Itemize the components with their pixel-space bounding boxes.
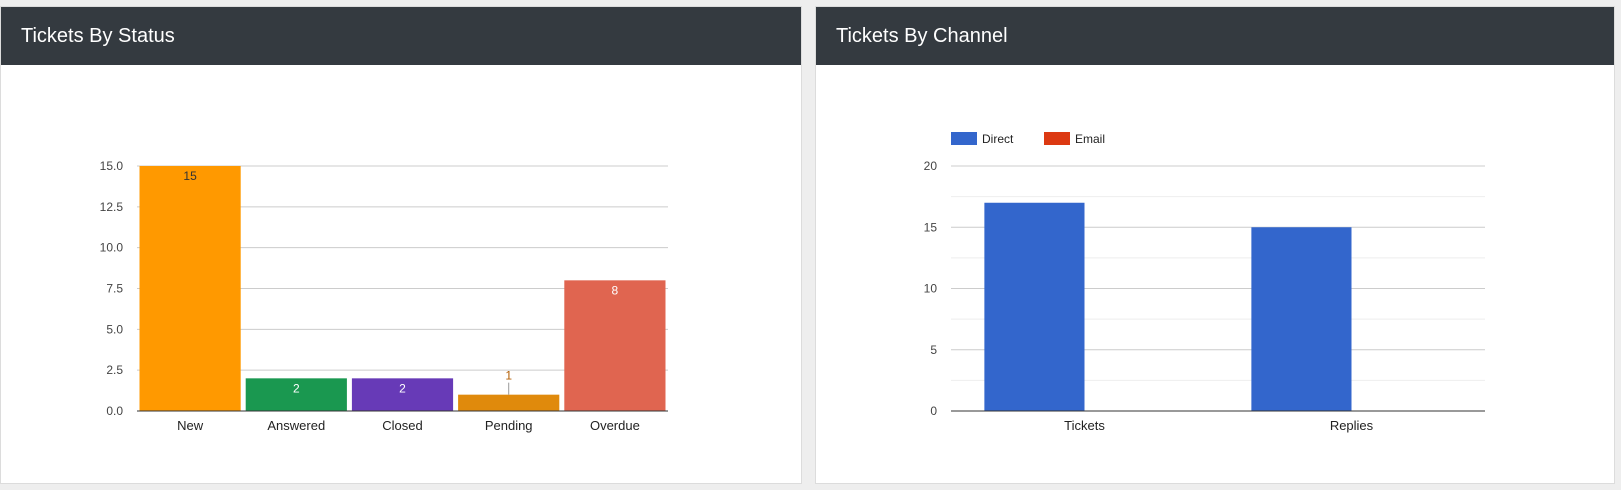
bar	[245, 378, 347, 411]
bar	[139, 166, 241, 411]
status-bar-chart: 0.0 2.5 5.0 7.5 10.0 12.5 15.0 15 New 2 Answered 2 C…	[100, 159, 668, 433]
y-tick-label: 0	[930, 404, 937, 418]
y-tick-label: 5	[930, 343, 937, 357]
data-label: 2	[399, 381, 406, 395]
legend-label: Direct	[982, 132, 1014, 146]
y-tick-label: 2.5	[106, 363, 123, 377]
legend-swatch	[1044, 132, 1070, 145]
data-label: 15	[183, 169, 197, 183]
channel-chart-area: 0 5 10 15 20 Direct Email Tickets Replies	[816, 65, 1614, 485]
bar	[351, 378, 454, 411]
legend-label: Email	[1075, 132, 1105, 146]
x-tick-label: Replies	[1330, 418, 1374, 433]
data-label: 1	[505, 369, 512, 383]
y-tick-label: 0.0	[106, 404, 123, 418]
x-tick-label: Answered	[267, 418, 325, 433]
tickets-by-channel-panel: Tickets By Channel 0 5 10 15 20 Direct Email Ti…	[815, 6, 1615, 484]
y-tick-label: 5.0	[106, 322, 123, 336]
channel-bar-chart: 0 5 10 15 20 Direct Email Tickets Replies	[924, 132, 1485, 433]
panel-title: Tickets By Status	[1, 7, 801, 65]
y-tick-label: 12.5	[100, 200, 124, 214]
panel-title: Tickets By Channel	[816, 7, 1614, 65]
status-chart-area: 0.0 2.5 5.0 7.5 10.0 12.5 15.0 15 New 2 Answered 2 C…	[1, 65, 801, 485]
y-tick-label: 7.5	[106, 282, 123, 296]
y-tick-label: 15	[924, 220, 938, 234]
bar	[1251, 227, 1352, 411]
tickets-by-status-panel: Tickets By Status 0.0 2.5 5.0 7.5 10.0 12.5 15…	[0, 6, 802, 484]
y-tick-label: 10.0	[100, 241, 124, 255]
x-tick-label: Overdue	[590, 418, 640, 433]
bar	[984, 202, 1085, 411]
y-tick-label: 10	[924, 282, 938, 296]
y-tick-label: 20	[924, 159, 938, 173]
data-label: 8	[612, 283, 619, 297]
x-tick-label: Closed	[382, 418, 422, 433]
data-label: 2	[293, 381, 300, 395]
bar	[458, 394, 560, 411]
x-tick-label: Pending	[485, 418, 533, 433]
x-tick-label: New	[177, 418, 204, 433]
bar	[564, 280, 666, 411]
legend-swatch	[951, 132, 977, 145]
x-tick-label: Tickets	[1064, 418, 1105, 433]
y-tick-label: 15.0	[100, 159, 124, 173]
